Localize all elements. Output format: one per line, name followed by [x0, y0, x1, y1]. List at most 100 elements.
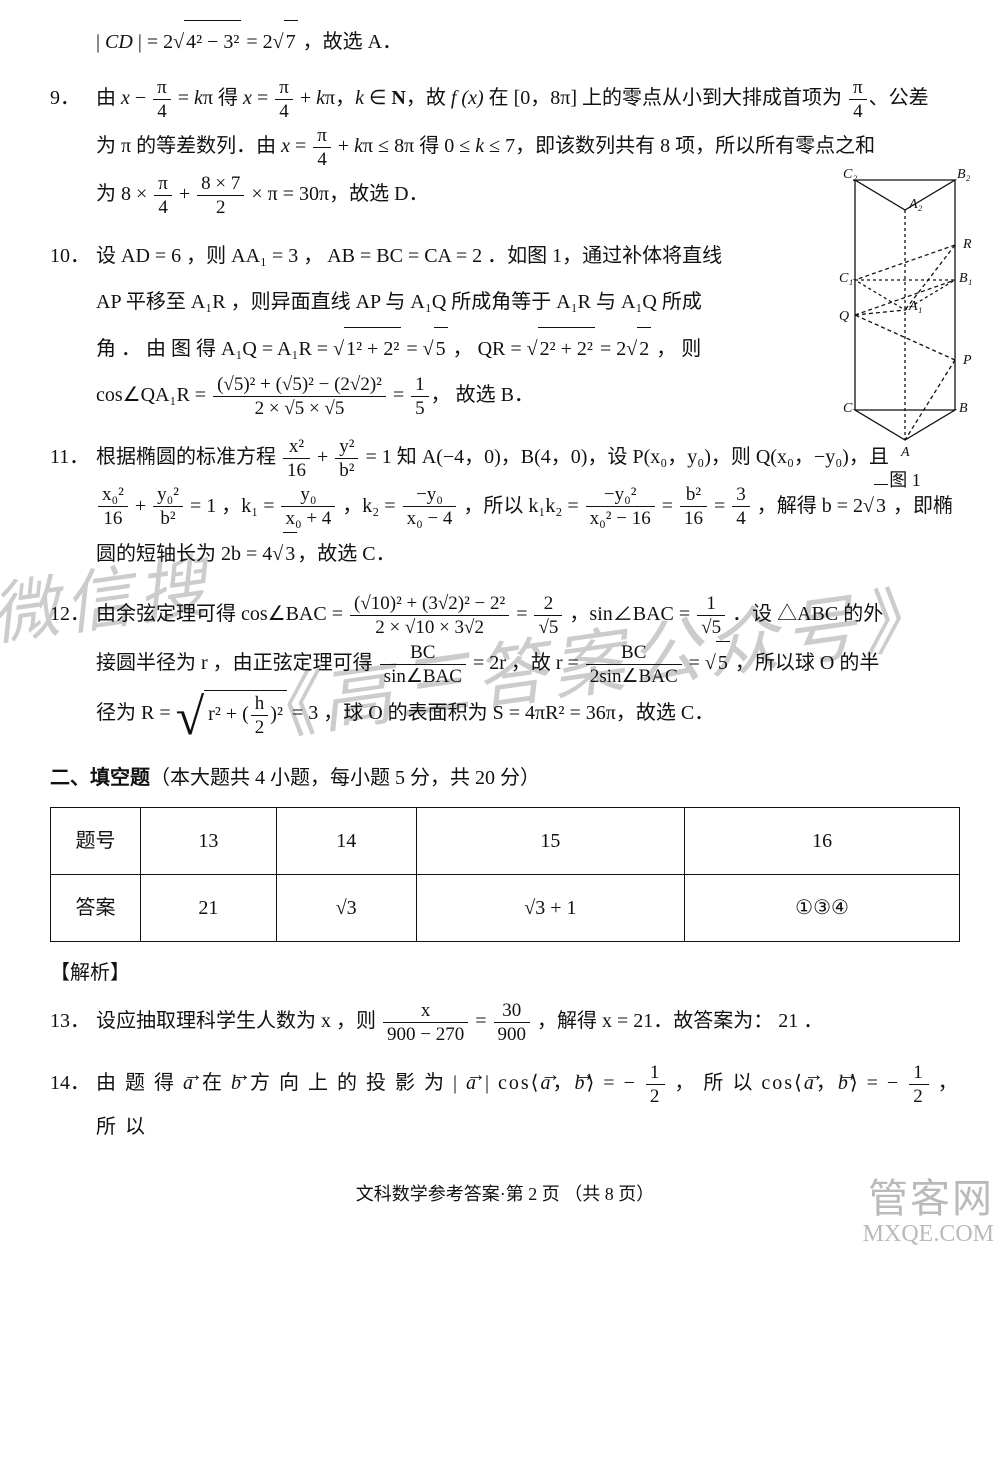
- t: +: [130, 495, 151, 517]
- de: 4: [154, 196, 172, 217]
- nu: −y₀²: [586, 485, 655, 507]
- nu: π: [849, 78, 867, 100]
- sqrt: 4² − 3²: [173, 20, 241, 63]
- frac: π4: [275, 78, 293, 121]
- vec: →a: [466, 1072, 478, 1094]
- td: 15: [416, 808, 685, 875]
- nu: y₀: [281, 485, 335, 507]
- nu: BC: [586, 643, 682, 665]
- td: 21: [141, 875, 277, 942]
- frac: 1√5: [697, 594, 725, 637]
- t: 接圆半径为 r ，由正弦定理可得: [96, 652, 378, 674]
- problem-10: 10． 设 AD = 6 ，则 AA₁ = 3 ， AB = BC = CA =…: [50, 235, 960, 422]
- de: x₀² − 16: [586, 507, 655, 528]
- nu: x²: [283, 437, 310, 459]
- t: +: [295, 87, 316, 109]
- td: ①③④: [685, 875, 960, 942]
- t: 圆的短轴长为 2b = 4: [96, 543, 272, 565]
- radicand: 7: [284, 20, 298, 63]
- table-row: 题号 13 14 15 16: [51, 808, 960, 875]
- big-sqrt: √r² + (h2)²: [176, 690, 287, 739]
- de: 900 − 270: [383, 1023, 468, 1044]
- problem-12: 12． 由余弦定理可得 cos∠BAC = (√10)² + (3√2)² − …: [50, 593, 960, 743]
- heading-detail: （本大题共 4 小题，每小题 5 分，共 20 分）: [150, 767, 540, 789]
- sqrt: 7: [273, 20, 298, 63]
- v: k: [316, 87, 325, 109]
- frac: π4: [313, 126, 331, 169]
- frac: 30900: [494, 1001, 531, 1044]
- de: √5: [697, 616, 725, 637]
- t: = 2r ，故 r =: [468, 652, 584, 674]
- t: 由余弦定理可得 cos∠BAC =: [96, 603, 348, 625]
- frac: y₀²b²: [153, 485, 183, 528]
- radicand: 4² − 3²: [184, 20, 241, 63]
- t: 在 [0，8π] 上的零点从小到大排成首项为: [484, 87, 847, 109]
- t: ， 则: [651, 338, 701, 360]
- frac: y²b²: [335, 437, 358, 480]
- frac: x900 − 270: [383, 1001, 468, 1044]
- t: ．设 △ABC 的外: [727, 603, 883, 625]
- nu: y²: [335, 437, 358, 459]
- nu: 1: [646, 1063, 666, 1085]
- t: = 2: [595, 338, 626, 360]
- t: =: [173, 87, 194, 109]
- lbl: B₂: [957, 167, 971, 182]
- frac: −y₀x₀ − 4: [403, 485, 457, 528]
- problem-14: 14． 由 题 得 →a 在 →b 方 向 上 的 投 影 为 | →a | c…: [50, 1062, 960, 1152]
- vec: →a: [540, 1072, 552, 1094]
- lbl: C₂: [843, 167, 857, 182]
- problem-number: 12．: [50, 593, 96, 635]
- t: 为 π 的等差数列．由: [96, 135, 281, 157]
- v: k: [194, 87, 203, 109]
- t: ，k₂ =: [337, 495, 400, 517]
- lbl: B₁: [959, 271, 972, 286]
- frac: BC2sin∠BAC: [586, 643, 682, 686]
- t: =: [290, 135, 311, 157]
- text: |: [96, 31, 105, 53]
- nu: y₀²: [153, 485, 183, 507]
- t: 由 题 得: [96, 1072, 183, 1094]
- t: 、公差: [869, 87, 929, 109]
- sqrt: 3: [272, 532, 297, 575]
- frac: x²16: [283, 437, 310, 480]
- th-number: 题号: [51, 808, 141, 875]
- de: 2: [646, 1085, 666, 1106]
- lbl: P: [962, 353, 972, 368]
- t: = 1 ，k₁ =: [185, 495, 280, 517]
- radicand: 1² + 2²: [344, 327, 401, 370]
- frac: π4: [849, 78, 867, 121]
- t: ≤ 7，即该数列共有 8 项，所以所有零点之和: [484, 135, 875, 157]
- t: 根据椭圆的标准方程: [96, 446, 281, 468]
- frac: y₀x₀ + 4: [281, 485, 335, 528]
- de: 5: [411, 397, 429, 418]
- radicand: 3: [874, 484, 888, 527]
- problem-number: 9．: [50, 77, 96, 119]
- t: ， 故选 B．: [431, 384, 534, 406]
- t: ，故: [406, 87, 451, 109]
- nu: 1: [909, 1063, 929, 1085]
- t: +: [333, 135, 354, 157]
- nu: π: [153, 78, 171, 100]
- sqrt: 5: [705, 641, 730, 684]
- nu: −y₀: [403, 485, 457, 507]
- t: 为 8 ×: [96, 183, 152, 205]
- td: 14: [276, 808, 416, 875]
- de: 4: [275, 100, 293, 121]
- lbl: B: [959, 401, 968, 416]
- nu: 1: [697, 594, 725, 616]
- t: +: [174, 183, 195, 205]
- problem-number: 11．: [50, 436, 96, 478]
- nu: π: [313, 126, 331, 148]
- de: 16: [98, 507, 128, 528]
- frac: 34: [732, 485, 750, 528]
- de: b²: [153, 507, 183, 528]
- t: 由: [96, 87, 121, 109]
- nu: x: [383, 1001, 468, 1023]
- v: k: [475, 135, 484, 157]
- td: 13: [141, 808, 277, 875]
- lbl: R: [962, 237, 972, 252]
- nu: x₀²: [98, 485, 128, 507]
- frac: x₀²16: [98, 485, 128, 528]
- t: AP 平移至 A₁R ，则异面直线 AP 与 A₁Q 所成角等于 A₁R 与 A…: [96, 281, 780, 323]
- t: 角 ． 由 图 得 A₁Q = A₁R =: [96, 338, 333, 360]
